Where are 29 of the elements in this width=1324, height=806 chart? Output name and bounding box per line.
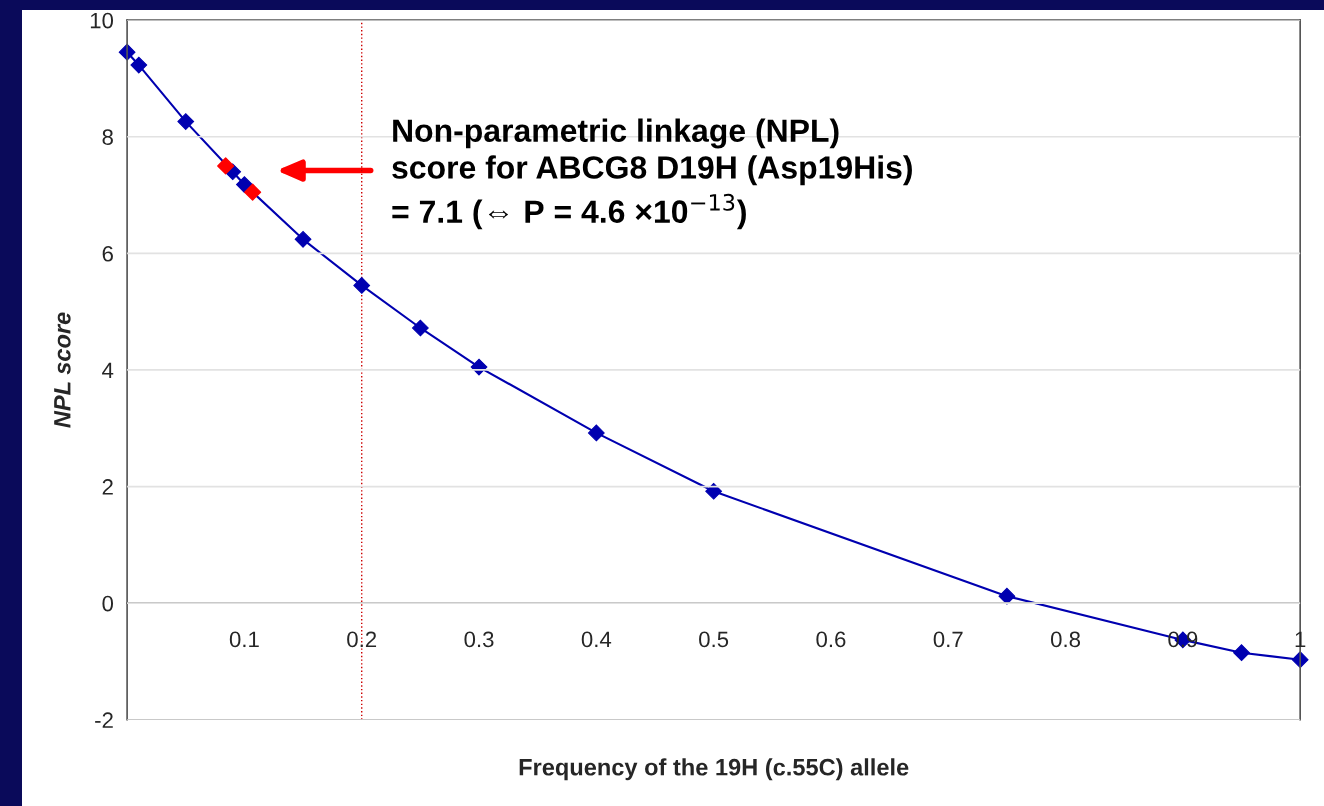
x-tick-label: 0.6 xyxy=(816,631,846,648)
x-tick-label: 0.8 xyxy=(1050,631,1081,648)
x-tick-label: 0.7 xyxy=(933,631,963,648)
y-tick-label: -2 xyxy=(95,712,113,728)
y-tick-label: 8 xyxy=(102,129,113,146)
y-tick-label: 0 xyxy=(102,595,114,612)
point xyxy=(217,157,235,175)
annotation: Non-parametric linkage (NPL) score for ABCG8 D19H (Asp19His) = 7.1 (⇔ P = 4.6 ×10$^{−13}$) xyxy=(392,118,912,230)
x-tick-label: 0.2 xyxy=(347,631,377,648)
y-tick-label: 6 xyxy=(102,245,113,262)
x-tick-label: 0.4 xyxy=(581,631,612,648)
point xyxy=(177,113,195,130)
y-tick-label: 2 xyxy=(102,479,113,495)
y-tick-label: 10 xyxy=(90,12,114,29)
point xyxy=(294,230,312,248)
point xyxy=(998,587,1016,605)
point xyxy=(244,183,262,201)
point xyxy=(705,482,723,500)
point xyxy=(130,56,148,74)
point xyxy=(1233,644,1250,662)
point xyxy=(587,424,605,442)
y-tick-label: 4 xyxy=(102,362,114,379)
point xyxy=(411,319,429,337)
point xyxy=(353,277,371,294)
x-axis-title: Frequency of the 19H (c.55C) allele xyxy=(519,758,909,781)
y-axis-title: NPL score xyxy=(54,312,71,428)
x-tick-label: 0.3 xyxy=(464,631,494,648)
x-tick-label: 0.5 xyxy=(699,631,729,648)
x-tick-label: 0.1 xyxy=(229,631,259,648)
